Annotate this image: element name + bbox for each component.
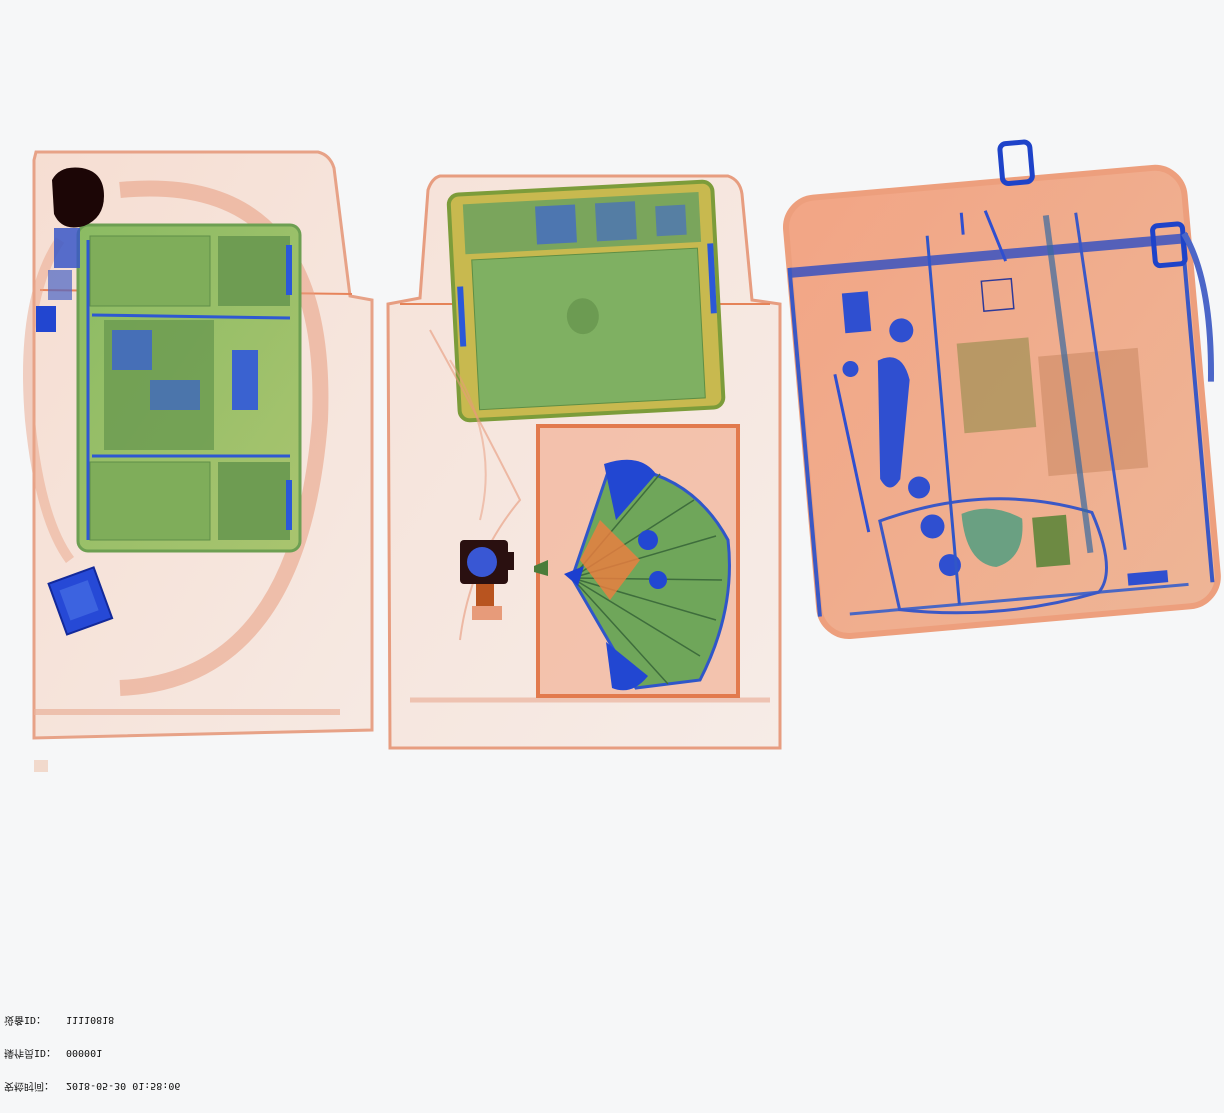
caption-time-row: 安检时间： 2018-05-30 01:58:06 — [4, 1080, 180, 1091]
caption-device-label: 设备ID： — [4, 1014, 47, 1025]
caption-device-row: 设备ID： 11110818 — [4, 1014, 180, 1025]
caption-operator-label: 操作员ID： — [4, 1047, 57, 1058]
dense-object — [52, 167, 104, 228]
tablet-xray — [446, 179, 726, 423]
small-clip-icon — [534, 560, 548, 576]
tray-middle — [386, 174, 782, 750]
folding-fan — [564, 459, 731, 691]
caption-operator-row: 操作员ID： 000001 — [4, 1047, 180, 1058]
handle-icon — [997, 139, 1035, 186]
wristwatch — [460, 540, 514, 620]
tray-left — [23, 150, 374, 740]
metal-box — [47, 566, 114, 636]
laptop-xray — [76, 223, 302, 553]
scan-metadata-caption: 安检时间： 2018-05-30 01:58:06 操作员ID： 000001 … — [4, 1003, 180, 1113]
strap-curve — [119, 180, 329, 696]
caption-operator-value: 000001 — [66, 1047, 103, 1058]
caption-device-value: 11110818 — [66, 1014, 115, 1025]
caption-time-label: 安检时间： — [4, 1080, 54, 1091]
caption-time-value: 2018-05-30 01:58:06 — [66, 1080, 181, 1091]
suitcase — [783, 139, 1221, 640]
xray-scan-image — [23, 139, 1221, 772]
